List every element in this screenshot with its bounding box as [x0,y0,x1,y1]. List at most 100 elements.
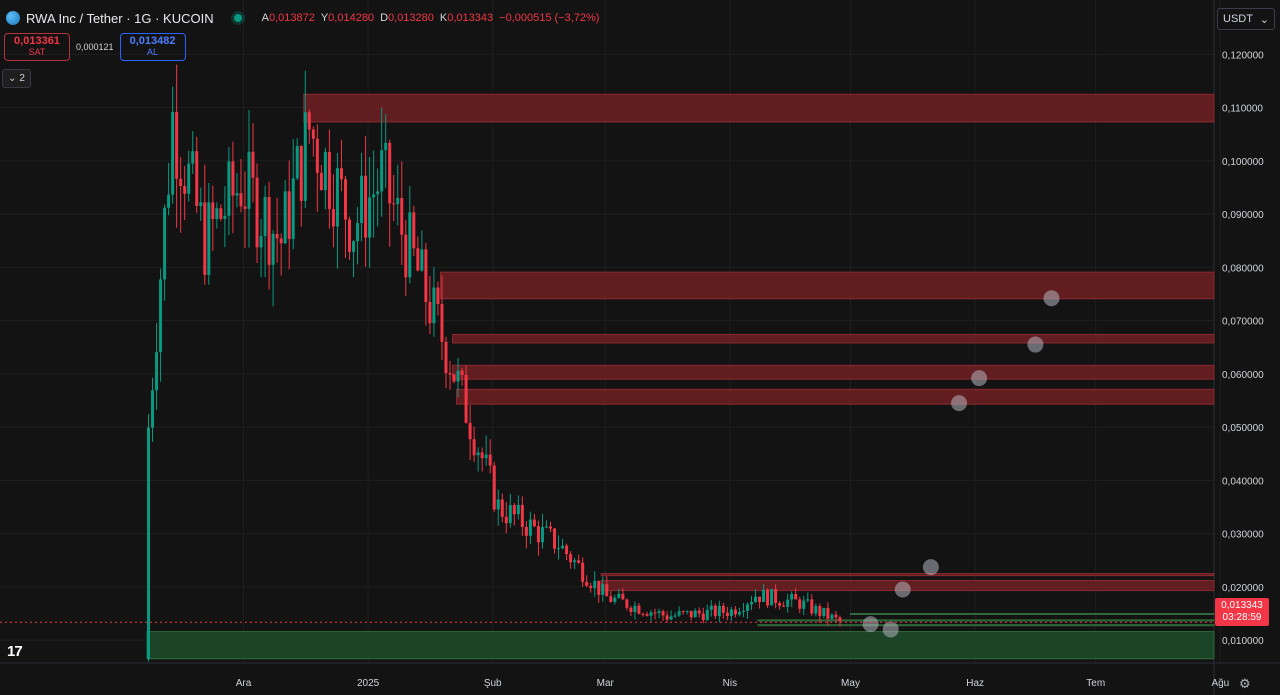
ohlc-readout: A0,013872 Y0,014280 D0,013280 K0,013343 … [262,12,600,24]
chart-header: RWA Inc / Tether · 1G · KUCOIN A0,013872… [6,8,599,28]
candle-body [343,179,347,220]
candle-body [645,614,649,616]
candle-body [508,505,512,524]
candle-body [597,580,601,595]
price-tick-label: 0,120000 [1222,50,1264,61]
price-tick-label: 0,060000 [1222,370,1264,381]
candle-body [641,613,645,615]
candle-body [163,207,167,280]
zone-red [439,271,1215,300]
last-price-label: 0,013343 03:28:59 [1215,598,1269,626]
price-tick-label: 0,010000 [1222,636,1264,647]
candle-body [573,560,577,563]
candle-body [516,504,520,515]
candle-body [565,545,569,555]
candle-body [147,427,150,659]
candle-body [251,151,255,178]
candle-body [207,202,211,275]
candle-body [191,151,195,164]
candle-body [721,605,725,613]
price-tick-label: 0,090000 [1222,210,1264,221]
candle-body [673,615,677,617]
candle-body [199,202,203,206]
price-tick-label: 0,030000 [1222,530,1264,541]
gear-icon[interactable]: ⚙ [1239,676,1251,691]
candle-body [327,151,331,210]
zone-red [600,573,1215,577]
candle-body [416,248,420,271]
candle-body [299,146,303,201]
candle-body [729,609,733,617]
candle-body [396,198,400,204]
sell-button[interactable]: 0,013361 SAT [4,33,70,61]
candle-body [806,599,810,601]
zone-green [757,624,1215,627]
projection-point [922,559,939,576]
candle-body [741,610,745,612]
candle-body [814,606,818,614]
candle-body [195,151,199,206]
candle-body [400,198,404,235]
candle-body [315,138,319,173]
time-axis: Ara 2025 Şub Mar Nis May Haz Tem Ağu [236,678,1230,689]
price-tick-label: 0,040000 [1222,476,1264,487]
candle-body [492,465,496,510]
candle-body [219,208,223,219]
candle-body [653,612,657,614]
candle-body [601,584,605,595]
ohlc-change: −0,000515 (−3,72%) [499,12,600,24]
candle-body [701,613,705,621]
candle-body [412,212,416,249]
candle-body [223,215,227,219]
candle-body [291,178,295,239]
candle-body [561,545,565,549]
market-status-icon[interactable] [233,14,242,22]
candle-body [464,374,468,423]
candle-body [444,341,448,374]
candle-body [689,610,693,618]
ohlc-low: 0,013280 [388,12,434,24]
candle-body [834,614,838,618]
candle-body [822,607,826,617]
candle-body [536,526,540,543]
candle-body [472,439,476,456]
candle-body [263,196,267,237]
candle-body [770,589,774,606]
ohlc-open: 0,013872 [268,12,315,24]
projection-point [862,616,879,633]
candle-body [725,612,729,617]
candle-body [669,616,673,620]
candle-body [247,151,251,209]
candle-body [681,611,685,613]
candle-body [307,112,311,130]
time-tick-label: Mar [597,678,615,689]
candle-body [331,209,335,227]
tradingview-logo-icon[interactable]: 17 [7,643,23,660]
candle-body [364,175,368,238]
indicators-toggle-button[interactable]: ⌄ 2 [2,69,31,88]
candle-body [339,168,343,180]
ohlc-high: 0,014280 [328,12,375,24]
candle-body [259,236,263,248]
candle-body [762,589,766,603]
ohlc-key-close: K [439,12,448,24]
trade-panel: 0,013361 SAT 0,000121 0,013482 AL [4,33,186,61]
projection-point [951,395,968,412]
buy-label: AL [147,47,159,57]
candle-body [456,370,460,382]
projection-points [862,290,1060,638]
candle-body [802,600,806,609]
candle-body [155,352,159,391]
price-tick-label: 0,110000 [1222,104,1263,115]
buy-button[interactable]: 0,013482 AL [119,33,186,61]
candle-body [553,528,557,549]
candle-body [540,527,544,543]
candle-body [167,194,171,208]
currency-select[interactable]: USDT ⌄ [1217,8,1275,30]
candle-body [593,580,597,589]
candle-body [532,519,536,527]
candle-body [609,596,613,602]
candle-body [175,111,179,179]
symbol-title[interactable]: RWA Inc / Tether · 1G · KUCOIN [26,10,214,26]
